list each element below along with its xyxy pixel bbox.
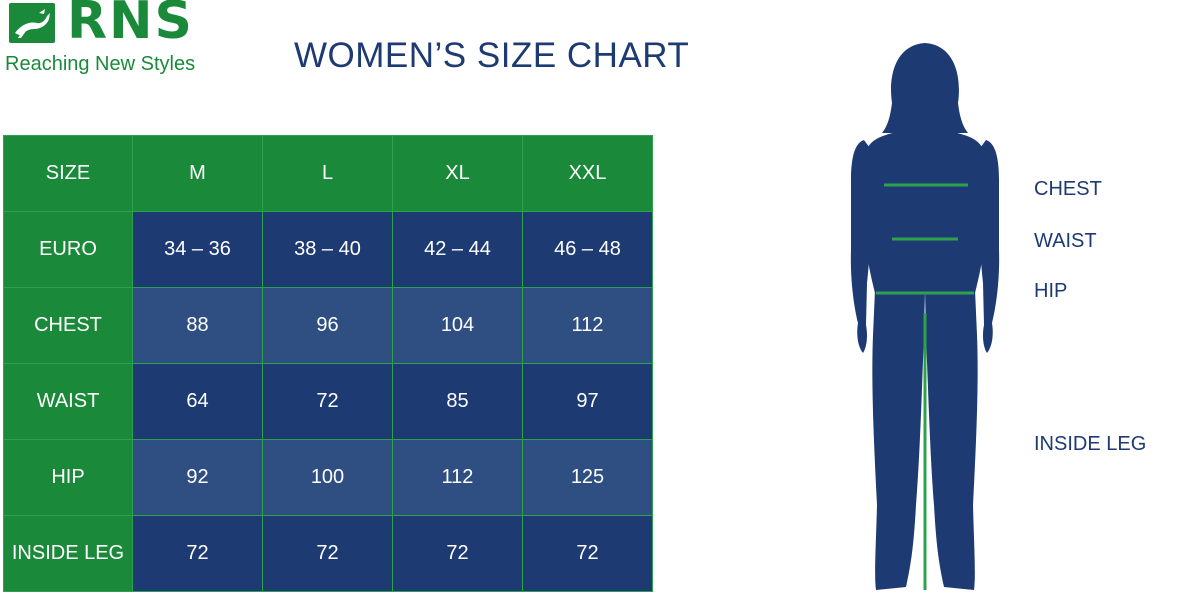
table-cell: 72 <box>262 515 393 592</box>
table-cell: 72 <box>522 515 653 592</box>
table-cell: 96 <box>262 287 393 364</box>
table-cell: 46 – 48 <box>522 211 653 288</box>
brand-logo: RNS Reaching New Styles <box>5 0 205 80</box>
row-label: INSIDE LEG <box>3 515 133 592</box>
table-cell: 34 – 36 <box>132 211 263 288</box>
table-cell: 85 <box>392 363 523 440</box>
figure-label-hip: HIP <box>1034 280 1068 302</box>
table-cell: 92 <box>132 439 263 516</box>
table-cell: 64 <box>132 363 263 440</box>
table-row-inside-leg: INSIDE LEG 72 72 72 72 <box>3 515 653 592</box>
figure-label-chest: CHEST <box>1034 178 1102 200</box>
row-label: WAIST <box>3 363 133 440</box>
table-cell: 88 <box>132 287 263 364</box>
header-size-label: SIZE <box>3 135 133 212</box>
table-cell: 72 <box>392 515 523 592</box>
table-cell: 112 <box>392 439 523 516</box>
table-cell: 112 <box>522 287 653 364</box>
table-cell: 42 – 44 <box>392 211 523 288</box>
row-label: EURO <box>3 211 133 288</box>
table-row-hip: HIP 92 100 112 125 <box>3 439 653 516</box>
brand-name: RNS <box>67 0 195 51</box>
size-column-header: XXL <box>522 135 653 212</box>
figure-label-inside-leg: INSIDE LEG <box>1034 433 1147 455</box>
table-row-euro: EURO 34 – 36 38 – 40 42 – 44 46 – 48 <box>3 211 653 288</box>
table-cell: 104 <box>392 287 523 364</box>
size-column-header: M <box>132 135 263 212</box>
brand-tagline: Reaching New Styles <box>5 53 196 75</box>
table-cell: 38 – 40 <box>262 211 393 288</box>
row-label: HIP <box>3 439 133 516</box>
table-cell: 72 <box>262 363 393 440</box>
table-cell: 97 <box>522 363 653 440</box>
table-cell: 72 <box>132 515 263 592</box>
table-cell: 100 <box>262 439 393 516</box>
table-cell: 125 <box>522 439 653 516</box>
table-row-waist: WAIST 64 72 85 97 <box>3 363 653 440</box>
table-header-row: SIZE M L XL XXL <box>3 135 653 212</box>
size-column-header: L <box>262 135 393 212</box>
page-title: WOMEN’S SIZE CHART <box>294 36 690 75</box>
row-label: CHEST <box>3 287 133 364</box>
size-table: SIZE M L XL XXL EURO 34 – 36 38 – 40 42 … <box>3 135 653 592</box>
woman-silhouette-icon <box>830 35 1020 595</box>
table-row-chest: CHEST 88 96 104 112 <box>3 287 653 364</box>
leaping-animal-icon <box>9 3 55 43</box>
figure-label-waist: WAIST <box>1034 230 1097 252</box>
size-column-header: XL <box>392 135 523 212</box>
